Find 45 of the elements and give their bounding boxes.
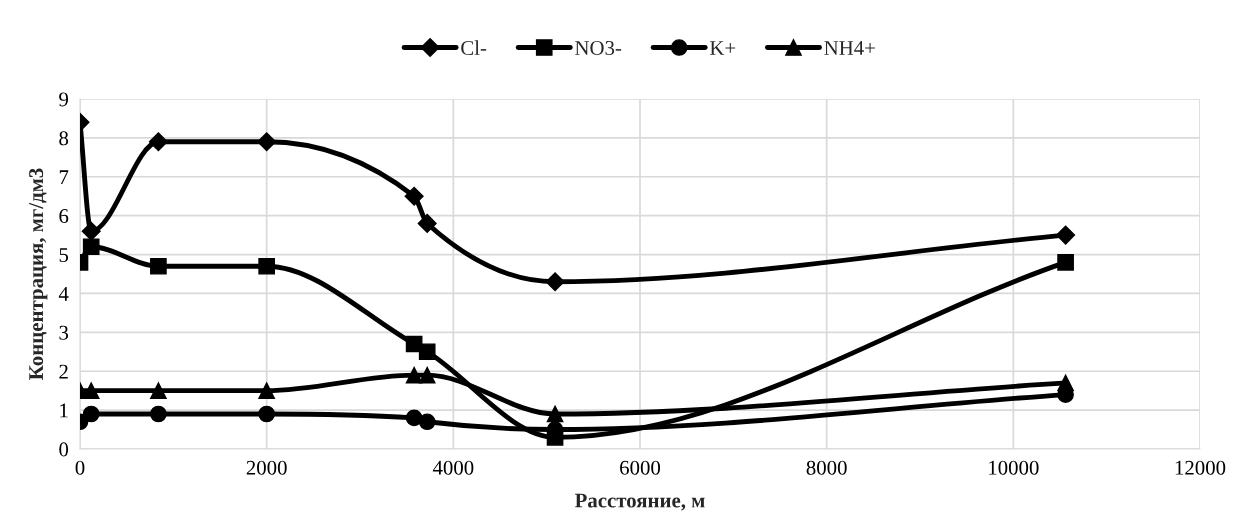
y-tick-label: 2 — [59, 364, 68, 379]
legend-label: K+ — [709, 41, 736, 55]
x-tick-label: 6000 — [620, 460, 661, 475]
y-tick-label: 1 — [60, 403, 68, 418]
point — [405, 366, 423, 384]
point — [150, 257, 167, 275]
point — [257, 132, 277, 152]
y-tick-label: 4 — [58, 286, 69, 301]
point — [81, 221, 101, 241]
y-axis-title: Концентрация, мг/дм3 — [29, 168, 48, 380]
point — [417, 213, 437, 233]
point — [258, 257, 276, 275]
point — [150, 382, 167, 400]
y-tick-label: 6 — [59, 209, 69, 224]
point — [148, 132, 168, 152]
legend-label: Cl- — [461, 40, 487, 56]
x-tick-label: 0 — [75, 460, 85, 475]
y-tick-label: 9 — [59, 92, 69, 107]
point — [418, 343, 436, 361]
x-axis-title: Расстояние, м — [574, 493, 705, 511]
y-tick-label: 3 — [59, 325, 69, 340]
x-tick-label: 10000 — [989, 460, 1039, 475]
point — [545, 272, 565, 292]
point — [418, 413, 436, 431]
x-tick-label: 2000 — [246, 460, 287, 475]
point — [150, 405, 167, 423]
y-tick-label: 7 — [59, 170, 69, 185]
x-tick-label: 12000 — [1175, 460, 1226, 475]
point — [82, 238, 100, 256]
point — [258, 405, 276, 423]
point — [258, 382, 276, 400]
point — [418, 366, 436, 384]
legend-label: NH4+ — [824, 41, 875, 55]
point — [546, 405, 564, 423]
y-tick-label: 8 — [59, 131, 69, 146]
y-tick-label: 5 — [59, 248, 69, 262]
y-tick-label: 0 — [59, 442, 69, 457]
x-tick-label: 4000 — [432, 460, 474, 475]
point — [1057, 253, 1074, 271]
point — [1057, 374, 1074, 392]
legend-label: NO3- — [575, 41, 622, 56]
x-tick-label: 8000 — [806, 460, 847, 475]
point — [404, 186, 424, 206]
point — [1056, 225, 1076, 245]
point — [82, 405, 100, 423]
